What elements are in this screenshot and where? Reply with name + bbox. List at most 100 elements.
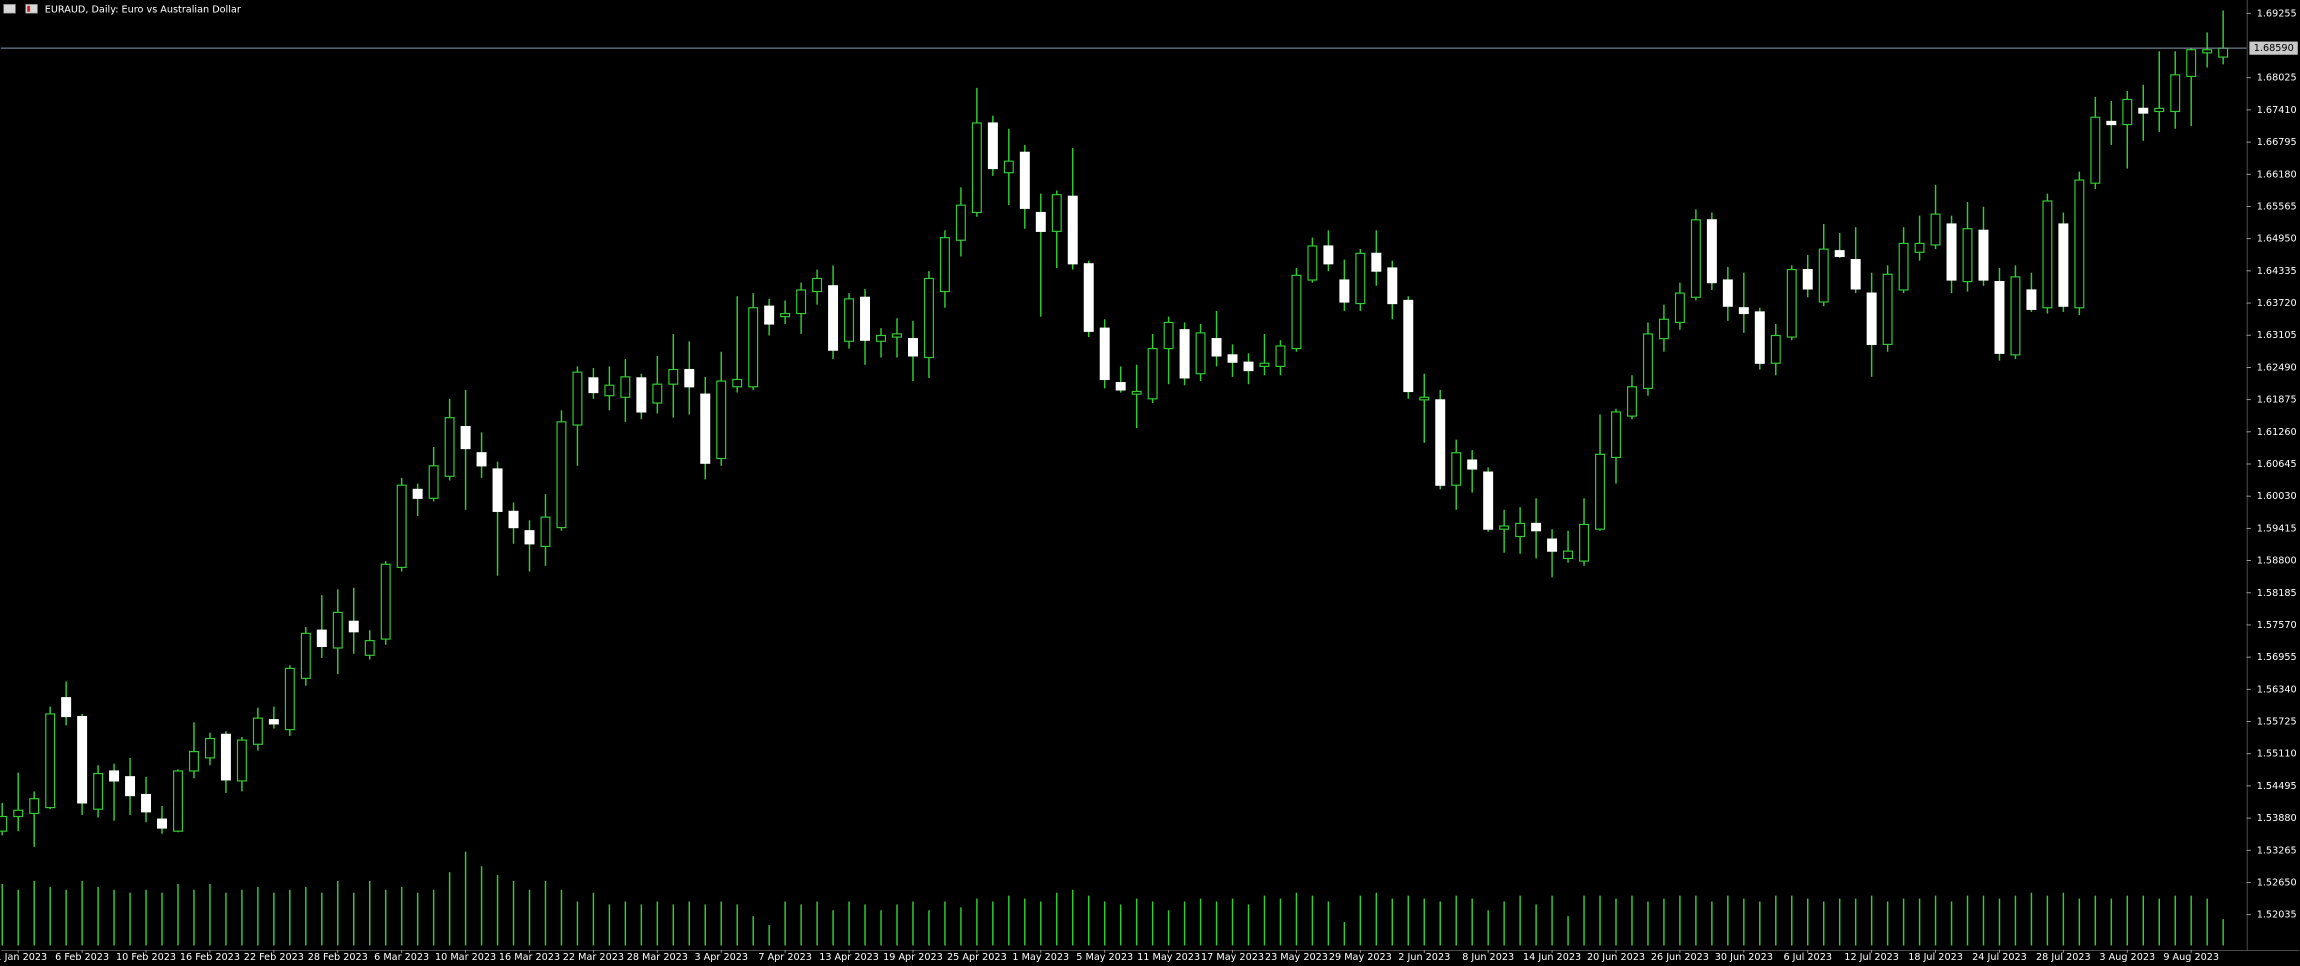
x-tick-label: 1 May 2023 — [1012, 952, 1069, 963]
candle-body — [508, 510, 519, 529]
candle-body — [0, 815, 8, 832]
y-tick-label: 1.63105 — [2257, 330, 2297, 341]
axis-layer: 1.69255 1.68025 1.67410 1.66795 1.66180 1.655… — [0, 8, 2298, 963]
candle-body — [364, 640, 375, 656]
x-tick-label: 31 Jan 2023 — [0, 952, 47, 963]
candle-body — [1307, 245, 1318, 281]
y-tick-label: 1.63720 — [2257, 298, 2297, 309]
y-tick-label: 1.53880 — [2257, 813, 2297, 824]
candle-body — [268, 719, 279, 725]
candle-body — [1930, 213, 1941, 246]
candle-body — [444, 417, 455, 477]
candle-body — [1371, 252, 1382, 272]
candle-body — [572, 371, 583, 426]
y-tick-label: 1.61260 — [2257, 427, 2297, 438]
candle-body — [476, 452, 487, 467]
x-tick-label: 23 May 2023 — [1265, 952, 1328, 963]
candle-body — [2170, 74, 2181, 113]
candle-body — [2106, 120, 2117, 126]
y-tick-label: 1.54495 — [2257, 781, 2297, 792]
candle-body — [1131, 390, 1142, 395]
candle-body — [188, 751, 199, 772]
y-tick-label: 1.52035 — [2257, 910, 2297, 921]
candle-body — [2122, 98, 2133, 126]
x-tick-label: 9 Aug 2023 — [2163, 952, 2219, 963]
candle-body — [844, 298, 855, 342]
candle-body — [1051, 194, 1062, 232]
candle-body — [955, 204, 966, 241]
x-tick-label: 29 May 2023 — [1329, 952, 1392, 963]
candle-body — [220, 733, 231, 781]
x-tick-label: 25 Apr 2023 — [947, 952, 1007, 963]
x-tick-label: 6 Mar 2023 — [374, 952, 429, 963]
candle-body — [1994, 281, 2005, 354]
candle-body — [1834, 250, 1845, 258]
candle-body — [1690, 219, 1701, 298]
candle-body — [796, 289, 807, 315]
x-tick-label: 3 Aug 2023 — [2099, 952, 2155, 963]
candle-body — [61, 697, 72, 718]
candle-body — [109, 770, 120, 782]
candle-body — [1738, 307, 1749, 315]
candle-body — [1435, 399, 1446, 486]
candle-body — [125, 776, 136, 797]
candle-body — [428, 465, 439, 499]
y-tick-label: 1.58800 — [2257, 556, 2297, 567]
candle-body — [1850, 259, 1861, 290]
y-tick-label: 1.55725 — [2257, 717, 2297, 728]
candle-body — [2202, 49, 2213, 54]
x-tick-label: 6 Feb 2023 — [55, 952, 109, 963]
candle-body — [157, 818, 167, 829]
candle-body — [732, 378, 743, 388]
chart-title: EURAUD, Daily: Euro vs Australian Dollar — [45, 5, 241, 16]
candle-body — [1946, 223, 1957, 281]
candle-body — [348, 620, 359, 633]
candle-body — [748, 307, 759, 388]
candle-body — [2138, 107, 2149, 114]
candle-body — [716, 380, 727, 460]
candle-body — [524, 530, 535, 545]
x-tick-label: 10 Mar 2023 — [435, 952, 496, 963]
candle-body — [1099, 327, 1110, 381]
y-tick-label: 1.67410 — [2257, 105, 2297, 116]
candle-body — [1595, 453, 1606, 530]
candle-body — [1195, 332, 1206, 375]
candle-body — [1115, 382, 1126, 391]
candle-body — [236, 739, 247, 782]
candle-body — [1467, 459, 1478, 470]
x-tick-label: 17 May 2023 — [1201, 952, 1264, 963]
candle-body — [252, 717, 263, 745]
candle-body — [2154, 107, 2165, 113]
symbol-icons — [3, 4, 38, 14]
candle-body — [668, 368, 679, 385]
candle-body — [1147, 348, 1158, 400]
y-tick-label: 1.64950 — [2257, 234, 2297, 245]
candle-body — [1515, 522, 1526, 538]
candle-body — [396, 484, 407, 568]
candle-body — [1962, 228, 1973, 283]
candle-body — [1323, 245, 1334, 265]
candle-body — [2218, 47, 2229, 58]
candle-body — [284, 667, 295, 731]
x-tick-label: 6 Jul 2023 — [1783, 952, 1832, 963]
x-tick-label: 22 Feb 2023 — [244, 952, 304, 963]
x-tick-label: 28 Feb 2023 — [308, 952, 368, 963]
candle-body — [636, 377, 647, 413]
candle-body — [1019, 151, 1030, 209]
candle-body — [1547, 538, 1558, 552]
candle-body — [1786, 268, 1797, 338]
candle-body — [939, 237, 950, 293]
x-tick-label: 5 May 2023 — [1076, 952, 1133, 963]
candle-body — [860, 296, 871, 341]
candle-body — [1674, 292, 1685, 324]
price-label: 1.68590 — [2254, 43, 2294, 54]
y-tick-label: 1.52650 — [2257, 877, 2297, 888]
candle-body — [1387, 267, 1398, 305]
candle-body — [1754, 311, 1765, 364]
candle-body — [2026, 289, 2037, 310]
candle-body — [2186, 49, 2197, 78]
volume-layer — [1, 851, 2224, 946]
candle-body — [700, 393, 711, 464]
candle-body — [1499, 525, 1510, 530]
